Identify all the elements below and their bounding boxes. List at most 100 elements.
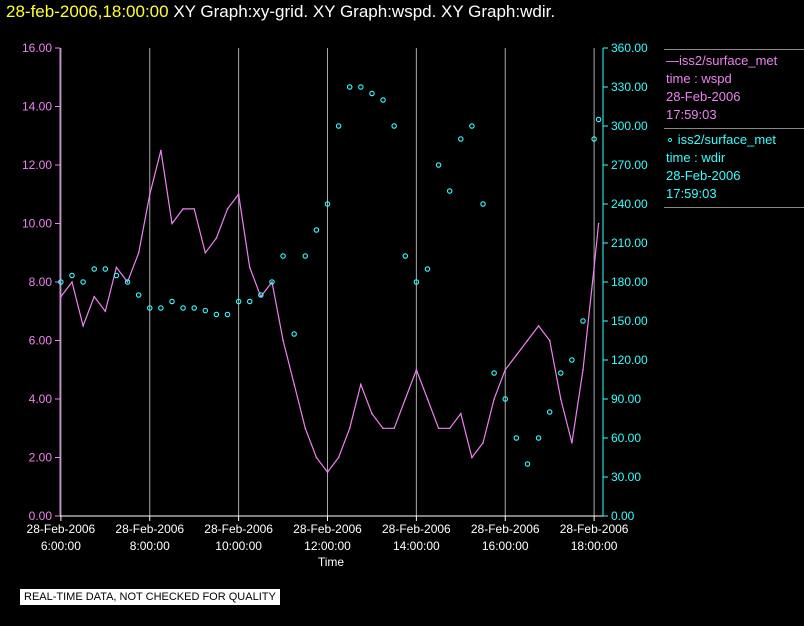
wdir-point bbox=[180, 305, 186, 311]
x-tick-label: 12:00:00 bbox=[304, 539, 351, 553]
y-left-tick-label: 2.00 bbox=[29, 451, 53, 465]
wdir-point bbox=[591, 136, 597, 142]
wspd-point bbox=[548, 339, 551, 342]
wspd-point bbox=[248, 266, 251, 269]
wspd-point bbox=[182, 208, 184, 210]
legend: —iss2/surface_met time : wspd 28-Feb-200… bbox=[664, 47, 804, 210]
wspd-point bbox=[171, 222, 173, 225]
wdir-point bbox=[124, 279, 131, 285]
wspd-point bbox=[348, 427, 351, 430]
wdir-point bbox=[402, 253, 409, 259]
wdir-point bbox=[580, 318, 586, 324]
wspd-point bbox=[482, 442, 484, 444]
wdir-point bbox=[358, 84, 364, 90]
x-tick-label: 28-Feb-2006 bbox=[115, 522, 184, 536]
wdir-point bbox=[558, 370, 564, 376]
wspd-point bbox=[515, 354, 518, 356]
wdir-point bbox=[113, 272, 120, 279]
legend-wspd-date: 28-Feb-2006 bbox=[666, 89, 741, 104]
wdir-point bbox=[491, 370, 497, 376]
y-left-tick-label: 4.00 bbox=[29, 392, 53, 406]
x-tick-label: 28-Feb-2006 bbox=[293, 522, 362, 536]
wspd-point bbox=[315, 456, 318, 459]
wdir-point bbox=[91, 266, 97, 272]
wspd-point bbox=[337, 456, 340, 459]
wdir-point bbox=[480, 201, 486, 207]
wdir-point bbox=[158, 305, 164, 311]
wdir-point bbox=[246, 298, 253, 305]
y-left-tick-label: 10.00 bbox=[22, 217, 52, 231]
wdir-point bbox=[569, 357, 575, 363]
wspd-point bbox=[415, 368, 418, 371]
wspd-point bbox=[237, 193, 240, 196]
wspd-point bbox=[326, 471, 329, 473]
wdir-point bbox=[202, 307, 209, 314]
legend-divider bbox=[664, 207, 804, 208]
y-right-tick-label: 210.00 bbox=[611, 236, 648, 250]
wspd-point bbox=[559, 398, 562, 400]
x-tick-label: 28-Feb-2006 bbox=[560, 522, 629, 536]
wspd-point bbox=[126, 281, 129, 283]
wdir-point bbox=[69, 272, 75, 279]
wdir-point bbox=[58, 279, 64, 285]
wspd-point bbox=[526, 339, 529, 342]
wspd-point bbox=[404, 398, 407, 400]
y-right-tick-label: 90.00 bbox=[611, 392, 641, 406]
circle-marker-icon: ∘ bbox=[666, 132, 678, 147]
wspd-point bbox=[537, 325, 540, 327]
y-right-tick-label: 0.00 bbox=[611, 509, 635, 523]
wdir-point bbox=[458, 136, 464, 142]
wspd-point bbox=[148, 193, 151, 196]
wspd-point bbox=[426, 398, 429, 400]
wdir-point bbox=[313, 227, 320, 233]
y-right-tick-label: 120.00 bbox=[611, 353, 648, 367]
wspd-point bbox=[71, 281, 73, 283]
wspd-point bbox=[215, 237, 218, 239]
y-left-tick-label: 8.00 bbox=[29, 275, 53, 289]
wdir-point bbox=[169, 298, 175, 305]
wspd-point bbox=[193, 208, 195, 210]
wdir-point bbox=[595, 116, 602, 123]
legend-entry-wdir: ∘ iss2/surface_met time : wdir 28-Feb-20… bbox=[664, 131, 804, 205]
wspd-point bbox=[437, 427, 440, 430]
wdir-point bbox=[235, 298, 242, 305]
wspd-point bbox=[597, 222, 600, 225]
wspd-point bbox=[204, 251, 207, 254]
wdir-point bbox=[524, 461, 531, 467]
legend-wspd-var: time : wspd bbox=[666, 71, 732, 86]
wdir-point bbox=[302, 253, 309, 259]
wdir-point bbox=[446, 188, 453, 194]
wspd-point bbox=[104, 310, 107, 313]
wspd-point bbox=[160, 149, 162, 152]
wspd-point bbox=[282, 339, 284, 342]
title-graphs: XY Graph:xy-grid. XY Graph:wspd. XY Grap… bbox=[173, 2, 556, 21]
y-left-tick-label: 6.00 bbox=[29, 334, 53, 348]
y-right-tick-label: 360.00 bbox=[611, 41, 648, 55]
wspd-point bbox=[304, 427, 307, 430]
x-tick-label: 28-Feb-2006 bbox=[382, 522, 451, 536]
y-right-tick-label: 30.00 bbox=[611, 470, 641, 484]
y-right-tick-label: 240.00 bbox=[611, 197, 648, 211]
wspd-point bbox=[593, 266, 595, 269]
wdir-point bbox=[80, 279, 86, 285]
wspd-point bbox=[448, 427, 451, 430]
wspd-point bbox=[60, 295, 62, 298]
wdir-point bbox=[424, 266, 431, 272]
wspd-point bbox=[360, 383, 362, 386]
wdir-point bbox=[380, 97, 386, 103]
legend-wdir-date: 28-Feb-2006 bbox=[666, 168, 741, 183]
wdir-point bbox=[369, 90, 375, 97]
y-right-tick-label: 300.00 bbox=[611, 119, 648, 133]
y-left-tick-label: 0.00 bbox=[29, 509, 53, 523]
chart-title: 28-feb-2006,18:00:00 XY Graph:xy-grid. X… bbox=[6, 2, 555, 22]
wspd-point bbox=[271, 281, 273, 283]
wdir-point bbox=[391, 123, 397, 129]
wdir-point bbox=[291, 331, 297, 337]
legend-divider bbox=[664, 49, 804, 50]
y-left-tick-label: 14.00 bbox=[22, 100, 52, 114]
x-tick-label: 28-Feb-2006 bbox=[471, 522, 540, 536]
y-right-tick-label: 330.00 bbox=[611, 80, 648, 94]
wdir-point bbox=[435, 162, 442, 168]
wdir-point bbox=[513, 435, 520, 441]
